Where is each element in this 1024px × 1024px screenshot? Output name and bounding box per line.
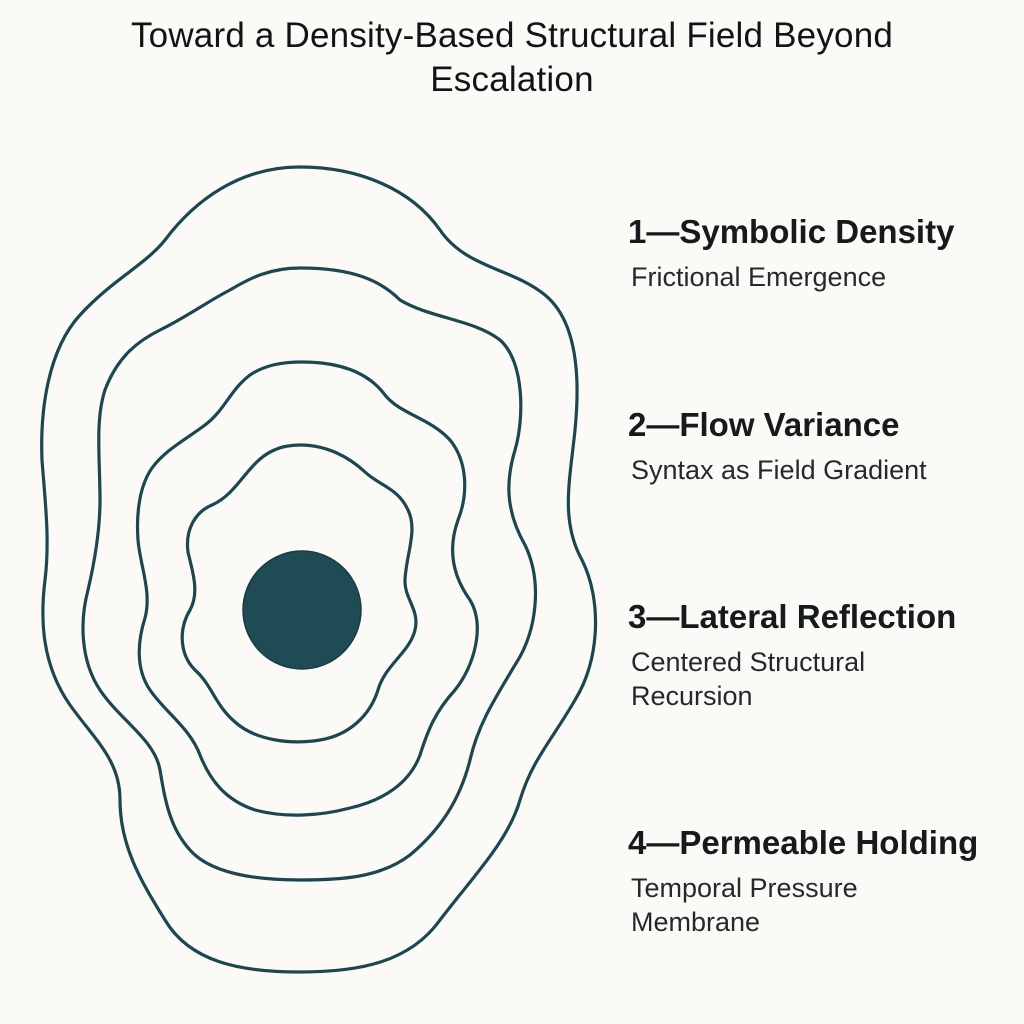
contour-ring-2: [81, 266, 538, 882]
contour-ring-3: [135, 360, 479, 817]
label-group-3: 3—Lateral Reflection Centered Structural…: [628, 597, 1018, 713]
contour-ring-inner: [180, 443, 418, 744]
title-line-2: Escalation: [430, 60, 594, 99]
diagram-title: Toward a Density-Based Structural Field …: [0, 14, 1024, 102]
contour-ring-outer: [40, 165, 598, 974]
label-subtitle-2: Syntax as Field Gradient: [631, 455, 927, 485]
label-group-4: 4—Permeable Holding Temporal Pressure Me…: [628, 823, 1018, 939]
label-heading-1: 1—Symbolic Density: [628, 213, 955, 250]
label-subtitle-3: Centered Structural Recursion: [631, 647, 866, 711]
label-heading-2: 2—Flow Variance: [628, 406, 900, 443]
label-group-2: 2—Flow Variance Syntax as Field Gradient: [628, 405, 1018, 487]
label-subtitle-1: Frictional Emergence: [631, 262, 887, 292]
label-heading-4: 4—Permeable Holding: [628, 824, 979, 861]
title-line-1: Toward a Density-Based Structural Field …: [130, 16, 894, 55]
density-core: [242, 550, 362, 670]
label-group-1: 1—Symbolic Density Frictional Emergence: [628, 212, 1018, 294]
label-heading-3: 3—Lateral Reflection: [628, 598, 957, 635]
label-subtitle-4: Temporal Pressure Membrane: [631, 873, 858, 937]
